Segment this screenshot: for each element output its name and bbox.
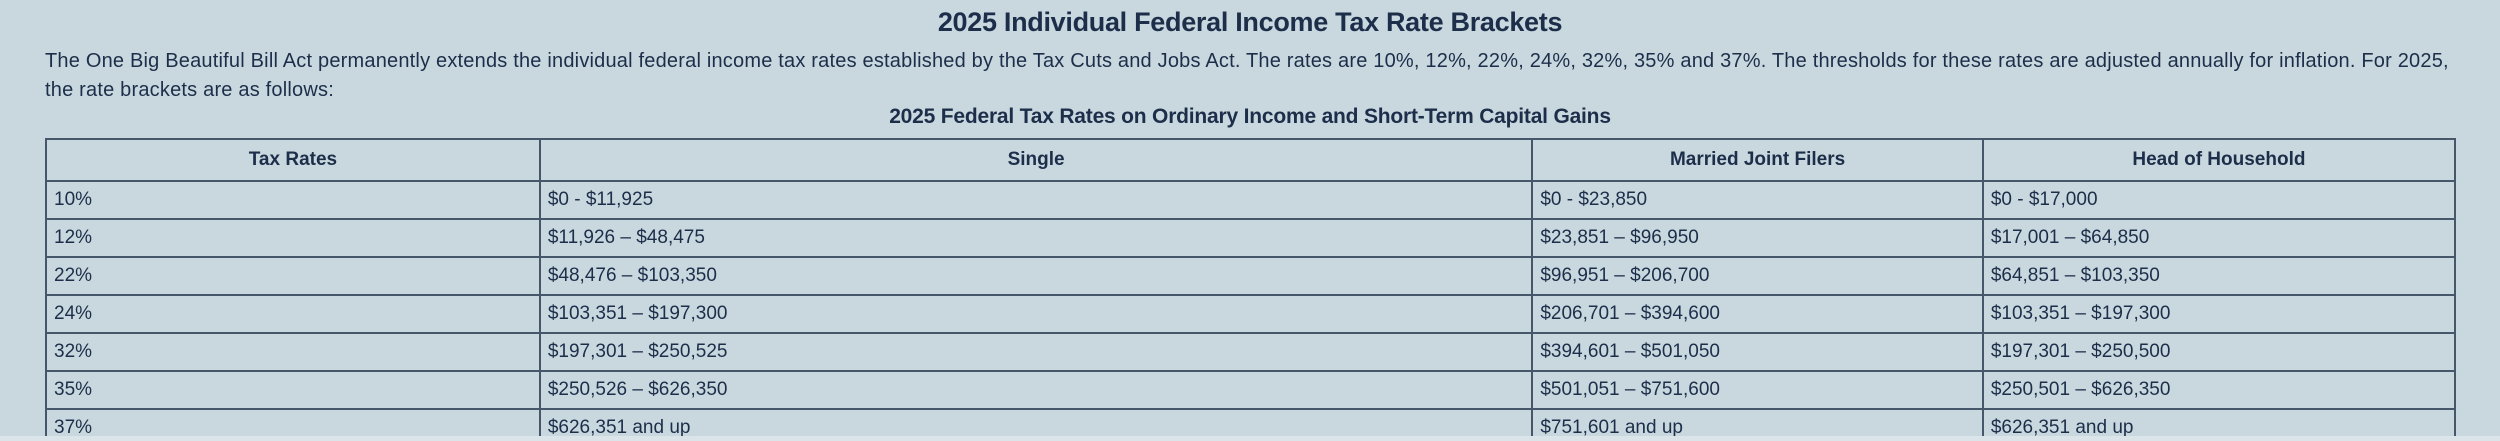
table-row: 10% $0 - $11,925 $0 - $23,850 $0 - $17,000 [45,180,2457,221]
table-cell: $103,351 – $197,300 [1981,294,2457,335]
table-cell: $197,301 – $250,500 [1981,332,2457,373]
table-row: 35% $250,526 – $626,350 $501,051 – $751,60… [45,370,2457,411]
table-cell: $0 - $17,000 [1981,180,2457,221]
table-cell: $206,701 – $394,600 [1531,294,1984,335]
table-cell: $626,351 and up [538,408,1534,441]
table-cell: $501,051 – $751,600 [1531,370,1984,411]
table-cell: $48,476 – $103,350 [538,256,1534,297]
table-cell: 24% [45,294,541,335]
table-cell: 12% [45,218,541,259]
table-title: 2025 Federal Tax Rates on Ordinary Incom… [889,105,1611,129]
table-cell: $0 - $23,850 [1531,180,1984,221]
table-cell: $96,951 – $206,700 [1531,256,1984,297]
column-header-married-joint-filers: Married Joint Filers [1531,138,1984,183]
table-header-row: Tax Rates Single Married Joint Filers He… [45,138,2457,183]
table-cell: $197,301 – $250,525 [538,332,1534,373]
table-row: 37% $626,351 and up $751,601 and up $626,35… [45,408,2457,441]
table-cell: $250,501 – $626,350 [1981,370,2457,411]
page-title: 2025 Individual Federal Income Tax Rate … [937,7,1563,37]
column-header-tax-rates: Tax Rates [45,138,541,183]
table-cell: $0 - $11,925 [538,180,1534,221]
table-row: 12% $11,926 – $48,475 $23,851 – $96,950 $17… [45,218,2457,259]
table-cell: 35% [45,370,541,411]
table-row: 24% $103,351 – $197,300 $206,701 – $394,60… [45,294,2457,335]
column-header-single: Single [538,138,1534,183]
table-cell: 32% [45,332,541,373]
table-row: 32% $197,301 – $250,525 $394,601 – $501,05… [45,332,2457,373]
table-cell: $23,851 – $96,950 [1531,218,1984,259]
table-cell: $394,601 – $501,050 [1531,332,1984,373]
table-cell: $626,351 and up [1981,408,2457,441]
table-cell: 37% [45,408,541,441]
table-header: Tax Rates Single Married Joint Filers He… [45,138,2457,183]
table-cell: $11,926 – $48,475 [538,218,1534,259]
table-cell: 10% [45,180,541,221]
page-bottom-edge [0,436,2500,441]
table-cell: $250,526 – $626,350 [538,370,1534,411]
table-cell: $751,601 and up [1531,408,1984,441]
column-header-head-of-household: Head of Household [1981,138,2457,183]
table-row: 22% $48,476 – $103,350 $96,951 – $206,700 $… [45,256,2457,297]
table-cell: 22% [45,256,541,297]
table-cell: $17,001 – $64,850 [1981,218,2457,259]
table-body: 10% $0 - $11,925 $0 - $23,850 $0 - $17,000 1… [45,180,2457,441]
intro-paragraph: The One Big Beautiful Bill Act permanent… [45,50,2449,101]
tax-rate-table: Tax Rates Single Married Joint Filers He… [45,138,2457,441]
table-cell: $64,851 – $103,350 [1981,256,2457,297]
table-cell: $103,351 – $197,300 [538,294,1534,335]
